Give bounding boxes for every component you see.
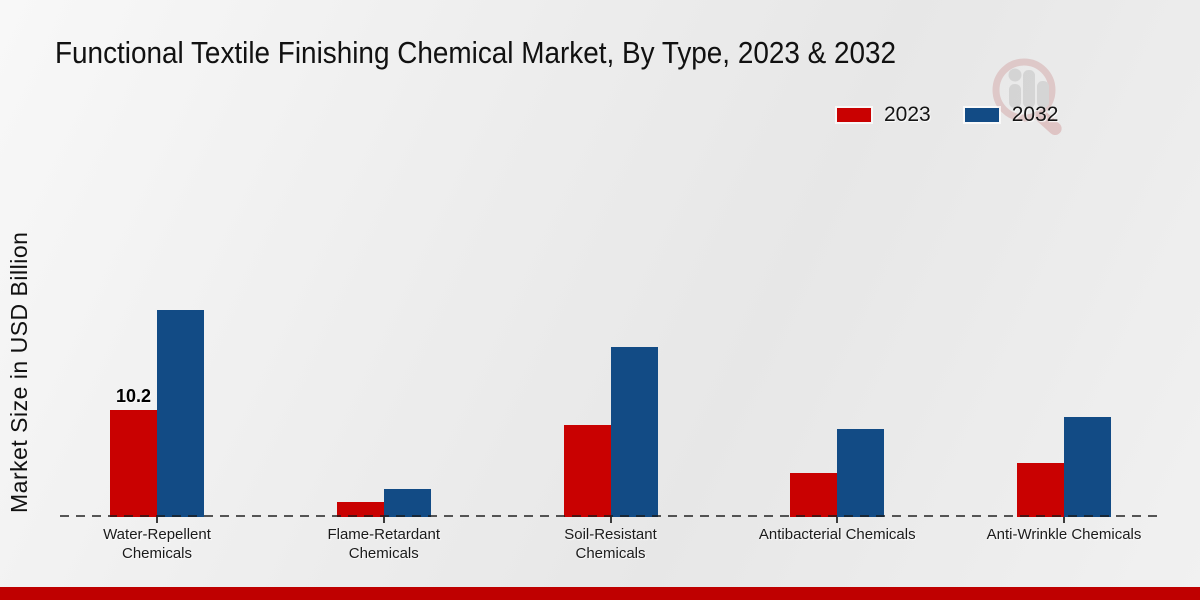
bar-2023-soil-resistant-chemicals <box>563 425 611 517</box>
legend: 2023 2032 <box>837 103 1058 127</box>
bar-2023-anti-wrinkle-chemicals <box>1017 463 1064 517</box>
bar-2032-soil-resistant-chemicals <box>610 347 658 517</box>
x-axis-baseline <box>60 515 1159 517</box>
magnifier-bar-chart-watermark-icon <box>992 58 1062 135</box>
category-label: Antibacterial Chemicals <box>758 526 916 543</box>
bar-2032-water-repellent-chemicals <box>157 310 204 517</box>
category-label: Water-Repellent Chemicals <box>103 526 211 562</box>
category-label: Anti-Wrinkle Chemicals <box>986 526 1142 543</box>
x-axis-tick <box>156 517 158 523</box>
x-axis-tick <box>382 517 385 523</box>
footer-accent-bar <box>0 587 1200 600</box>
bar-2032-anti-wrinkle-chemicals <box>1064 417 1111 517</box>
chart-title: Functional Textile Finishing Chemical Ma… <box>55 35 897 70</box>
bar-2023-antibacterial-chemicals <box>790 473 838 517</box>
category-label: Soil-Resistant Chemicals <box>564 526 657 562</box>
category-label: Flame-Retardant Chemicals <box>327 526 441 562</box>
bar-2023-flame-retardant-chemicals <box>336 502 384 517</box>
legend-swatch-2032 <box>964 108 999 122</box>
x-axis-tick <box>609 517 612 523</box>
legend-swatch-2023 <box>837 108 871 122</box>
legend-label-2023: 2023 <box>884 103 931 126</box>
legend-label-2032: 2032 <box>1011 103 1059 126</box>
bar-value-label: 10.2 <box>115 386 152 406</box>
bar-2032-flame-retardant-chemicals <box>383 489 431 517</box>
x-axis-tick <box>1063 517 1065 523</box>
bar-2023-water-repellent-chemicals <box>110 410 157 517</box>
x-axis-tick <box>836 517 839 523</box>
bar-2032-antibacterial-chemicals <box>837 429 885 517</box>
